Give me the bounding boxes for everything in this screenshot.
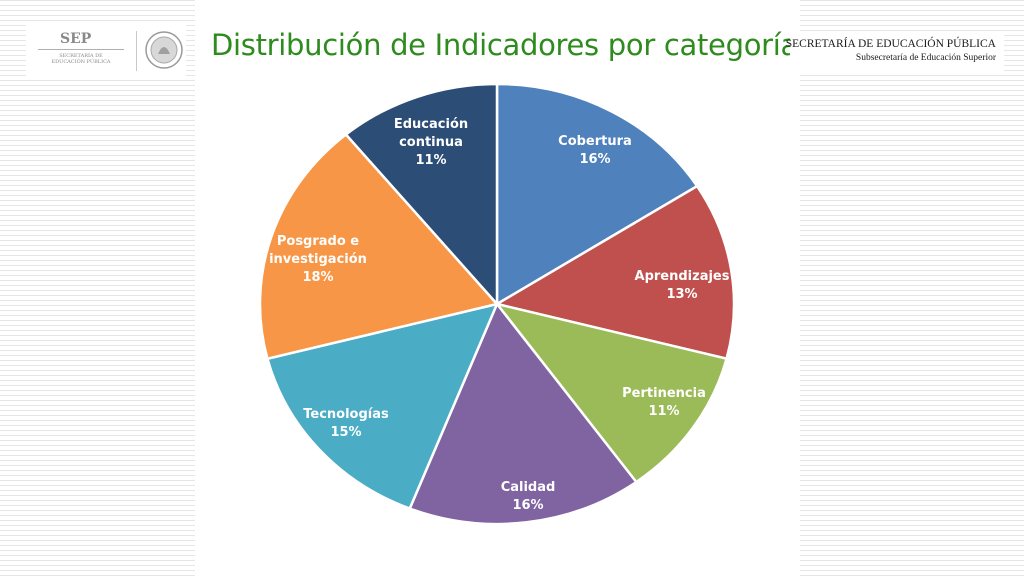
sep-logo-subtitle: SECRETARÍA DE EDUCACIÓN PÚBLICA bbox=[38, 53, 124, 65]
page-title: Distribución de Indicadores por categorí… bbox=[211, 28, 798, 62]
slice-label-4: Calidad 16% bbox=[501, 480, 556, 513]
pie-slice-7 bbox=[344, 82, 499, 308]
logo-divider bbox=[136, 31, 137, 71]
pie-slice-5 bbox=[265, 302, 500, 511]
national-seal-icon bbox=[145, 31, 183, 69]
sep-logo-subtitle-line2: EDUCACIÓN PÚBLICA bbox=[51, 59, 111, 65]
slice-label-7: Educación continua 11% bbox=[394, 117, 468, 168]
pie-slice-2 bbox=[493, 184, 736, 361]
pie-slice-3 bbox=[493, 301, 729, 484]
sep-logo-subtitle-line1: SECRETARÍA DE bbox=[59, 53, 103, 59]
sep-logo: SEP SECRETARÍA DE EDUCACIÓN PÚBLICA bbox=[26, 25, 186, 77]
pie-slice-1 bbox=[495, 82, 699, 307]
slice-label-3: Pertinencia 11% bbox=[622, 386, 706, 419]
ministry-name: SECRETARÍA DE EDUCACIÓN PÚBLICA bbox=[785, 38, 996, 50]
sep-header-logo: SECRETARÍA DE EDUCACIÓN PÚBLICA Subsecre… bbox=[786, 32, 1004, 72]
pie-slice-4 bbox=[408, 301, 639, 526]
slice-label-6: Posgrado e investigación 18% bbox=[269, 234, 367, 285]
slice-label-5: Tecnologías 15% bbox=[303, 407, 389, 440]
logo-rule bbox=[38, 49, 124, 50]
slice-label-1: Cobertura 16% bbox=[558, 134, 632, 167]
slice-label-2: Aprendizajes 13% bbox=[635, 269, 730, 302]
sep-acronym: SEP bbox=[60, 31, 92, 47]
undersecretariat-name: Subsecretaría de Educación Superior bbox=[855, 53, 996, 63]
pie-slice-6 bbox=[258, 132, 500, 361]
